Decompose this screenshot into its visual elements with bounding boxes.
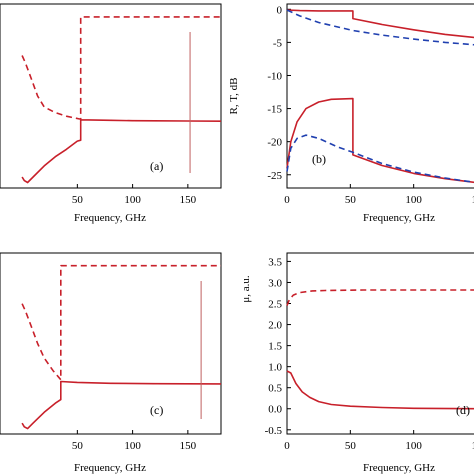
- panel-d-xlabel: Frequency, GHz: [363, 462, 435, 474]
- panel-d: 0 50 100 15 3.5 3.0 2.5 2.0 1.5 1.0 0.5 0.0 -0.5 (d)…: [240, 252, 474, 474]
- x-tick-label: 50: [72, 194, 84, 206]
- panel-b-lines: [286, 9, 474, 184]
- panel-b-tag: (b): [312, 152, 326, 166]
- panel-c-lines: [21, 264, 222, 430]
- x-tick-label: 100: [124, 440, 141, 452]
- y-tick-label: -10: [267, 70, 282, 82]
- dashed-series-line: [286, 289, 474, 306]
- y-tick-label: 1.5: [268, 341, 282, 353]
- y-tick-label: -15: [267, 104, 282, 116]
- x-tick-label: 100: [405, 194, 422, 206]
- x-tick-label: 0: [284, 194, 290, 206]
- panel-b-xlabel: Frequency, GHz: [363, 212, 435, 224]
- dashed-series-line: [286, 9, 474, 46]
- panel-a-xlabel: Frequency, GHz: [74, 212, 146, 224]
- y-tick-label: -20: [267, 137, 282, 149]
- panel-c: 50 100 150 (c) Frequency, GHz: [0, 252, 222, 474]
- panel-a: 50 100 150 (a) Frequency, GHz: [0, 3, 222, 224]
- y-tick-label: 0.5: [268, 383, 282, 395]
- solid-series-line: [21, 380, 222, 430]
- y-tick-label: -5: [273, 37, 283, 49]
- solid-series-line: [21, 119, 222, 184]
- dashed-series-line: [286, 134, 474, 184]
- y-tick-label: 3.5: [268, 256, 282, 268]
- x-tick-label: 50: [345, 194, 357, 206]
- y-tick-label: 0: [277, 4, 283, 16]
- x-tick-label: 100: [405, 440, 422, 452]
- panel-a-frame: [0, 3, 222, 189]
- x-tick-label: 50: [72, 440, 84, 452]
- x-tick-label: 0: [284, 440, 290, 452]
- panel-d-frame: [286, 252, 474, 435]
- panel-c-tag: (c): [150, 403, 163, 417]
- panel-c-xlabel: Frequency, GHz: [74, 462, 146, 474]
- panel-a-tag: (a): [150, 159, 163, 173]
- panel-d-lines: [286, 289, 474, 410]
- y-tick-label: 2.5: [268, 299, 282, 311]
- panel-a-ticks: 50 100 150: [72, 184, 197, 206]
- y-tick-label: -0.5: [265, 425, 283, 437]
- panel-c-ticks: 50 100 150: [72, 430, 197, 452]
- panel-b-ylabel: R, T, dB: [228, 78, 240, 115]
- y-tick-label: 3.0: [268, 277, 282, 289]
- panel-d-ylabel: μ, a.u.: [240, 275, 252, 303]
- y-tick-label: 2.0: [268, 320, 282, 332]
- panel-b: 050100150-5-10-15-20-25 (b) Frequency, G…: [228, 3, 474, 224]
- y-tick-label: 0.0: [268, 404, 282, 416]
- solid-series-line: [286, 370, 474, 410]
- y-tick-label: -25: [267, 170, 282, 182]
- y-tick-label: 1.0: [268, 362, 282, 374]
- solid-series-line: [286, 97, 474, 184]
- panel-d-tag: (d): [456, 403, 470, 417]
- x-tick-label: 15: [472, 440, 474, 452]
- dashed-series-line: [21, 16, 221, 120]
- panel-a-lines: [21, 16, 222, 184]
- x-tick-label: 150: [180, 440, 197, 452]
- panel-b-ticks: 050100150-5-10-15-20-25: [267, 4, 474, 206]
- panel-b-frame: [286, 3, 474, 189]
- panel-c-frame: [0, 252, 222, 435]
- x-tick-label: 50: [345, 440, 357, 452]
- panel-d-ticks: 0 50 100 15 3.5 3.0 2.5 2.0 1.5 1.0 0.5 0.0 -0.5: [265, 256, 474, 452]
- x-tick-label: 15: [472, 194, 474, 206]
- solid-series-line: [286, 9, 474, 39]
- dashed-series-line: [21, 264, 221, 381]
- x-tick-label: 100: [124, 194, 141, 206]
- x-tick-label: 150: [180, 194, 197, 206]
